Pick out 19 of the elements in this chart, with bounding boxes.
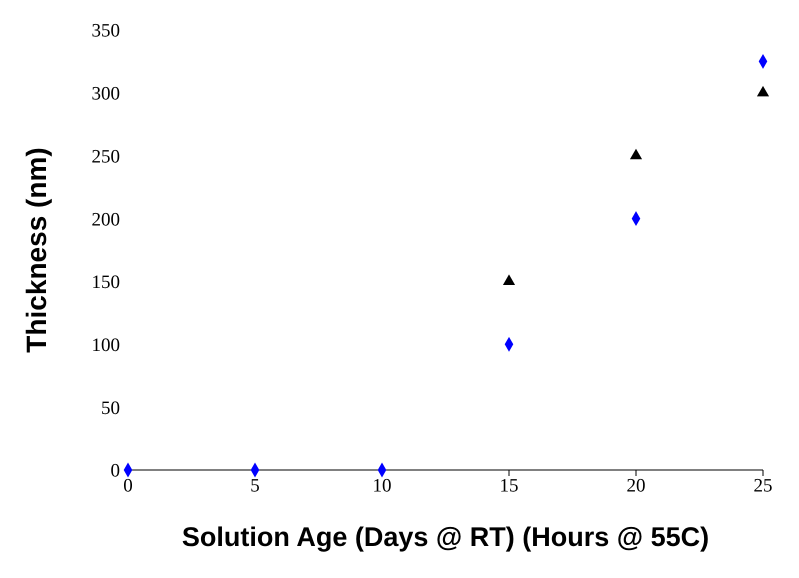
- point: [502, 274, 516, 285]
- x-tick-label: 0: [123, 475, 133, 496]
- y-tick-label: 200: [92, 209, 120, 230]
- x-axis-title: Solution Age (Days @ RT) (Hours @ 55C): [182, 522, 710, 552]
- x-tick-label: 20: [626, 475, 646, 496]
- y-tick-label: 350: [92, 20, 120, 42]
- x-tick-label: 15: [500, 475, 518, 496]
- x-tick-label: 5: [250, 475, 260, 496]
- y-tick-label: 0: [110, 460, 120, 482]
- y-tick-label: 250: [92, 146, 120, 168]
- y-tick-label: 150: [92, 272, 120, 294]
- y-tick-label: 100: [92, 335, 120, 356]
- x-tick-label: 10: [372, 475, 392, 496]
- y-tick-label: 300: [92, 84, 120, 105]
- point: [756, 86, 770, 96]
- x-tick-label: 25: [754, 475, 772, 496]
- y-tick-label: 50: [101, 398, 120, 419]
- y-axis-title: Thickness (nm): [20, 147, 52, 353]
- point: [630, 148, 642, 160]
